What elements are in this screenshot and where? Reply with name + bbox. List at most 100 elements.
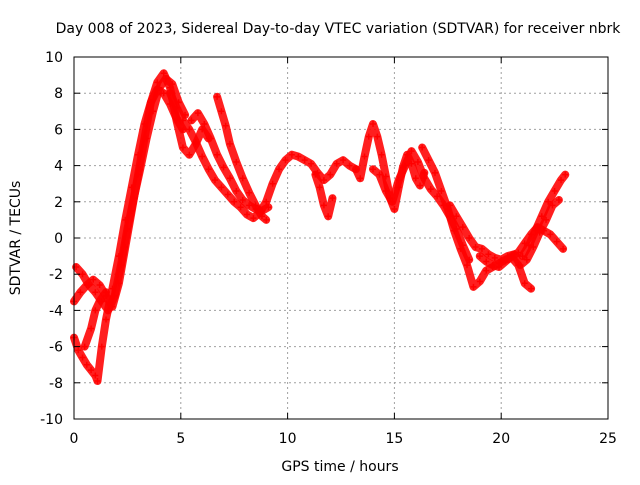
data-point-marker [523,256,530,263]
data-point-marker [150,108,157,115]
data-point-marker [263,216,270,223]
data-point-marker [231,198,238,205]
x-axis-label: GPS time / hours [281,459,398,475]
data-point-marker [421,175,428,182]
series-line [72,74,190,315]
data-point-marker [75,347,82,354]
x-tick-label: 15 [385,431,403,447]
data-point-marker [233,158,240,165]
y-tick-label: -4 [49,303,63,319]
x-tick-label: 5 [176,431,185,447]
y-tick-label: -2 [49,267,63,283]
data-point-marker [308,160,315,167]
data-point-marker [226,140,233,147]
data-point-marker [346,162,353,169]
data-point-marker [470,283,477,290]
data-point-marker [269,180,276,187]
data-point-marker [476,278,483,285]
data-point-marker [545,198,552,205]
x-tick-label: 10 [279,431,297,447]
x-tick-label: 25 [599,431,617,447]
series-satellite-track-3 [72,74,190,315]
data-point-marker [538,213,545,220]
data-point-marker [81,343,88,350]
data-point-marker [525,242,532,249]
data-point-marker [485,251,492,258]
series-satellite-track-11 [418,143,536,293]
data-point-marker [233,187,240,194]
data-point-marker [214,93,221,100]
data-point-marker [408,148,415,155]
y-tick-label: 8 [54,86,63,102]
data-point-marker [521,280,528,287]
data-point-marker [419,144,426,151]
data-point-marker [143,135,150,142]
data-point-marker [466,235,473,241]
data-point-marker [77,289,84,296]
data-point-marker [179,144,186,151]
y-tick-label: 4 [54,159,63,175]
data-point-marker [92,372,99,379]
data-point-marker [395,177,402,184]
data-point-marker [239,196,246,203]
data-point-marker [382,187,389,194]
data-series [70,69,570,385]
data-point-marker [201,120,208,127]
data-point-marker [320,177,327,184]
data-point-marker [90,276,97,283]
data-point-marker [218,184,225,191]
data-point-marker [179,117,186,124]
data-point-marker [389,198,396,205]
data-point-marker [276,166,283,173]
data-point-marker [476,253,483,260]
data-point-marker [214,151,221,158]
data-point-marker [391,206,398,213]
data-point-marker [532,227,539,234]
data-point-marker [496,263,503,270]
data-point-marker [162,75,169,82]
data-point-marker [457,245,464,252]
data-point-marker [414,158,421,165]
data-point-marker [218,108,225,115]
data-point-marker [483,258,490,265]
data-point-marker [79,271,86,278]
data-point-marker [88,325,95,332]
data-point-marker [98,343,105,350]
data-point-marker [169,81,176,88]
data-point-marker [111,292,118,299]
data-point-marker [258,213,265,220]
data-point-marker [83,361,90,368]
data-point-marker [79,354,86,361]
data-point-marker [246,189,253,196]
data-point-marker [446,202,453,209]
data-point-marker [94,377,101,384]
data-point-marker [124,225,131,232]
data-point-marker [103,316,110,323]
data-point-marker [412,175,419,182]
y-tick-label: 10 [45,50,63,66]
data-point-marker [325,213,332,220]
data-point-marker [103,289,110,296]
data-point-marker [252,202,259,209]
data-point-marker [329,195,336,202]
data-point-marker [378,151,385,158]
data-point-marker [92,289,99,296]
data-point-marker [551,187,558,194]
data-point-marker [352,166,359,173]
data-point-marker [483,267,490,274]
data-point-marker [489,262,496,269]
y-tick-label: -6 [49,340,63,356]
data-point-marker [327,171,334,178]
data-point-marker [237,204,244,211]
data-point-marker [312,171,319,178]
data-point-marker [192,139,199,146]
data-point-marker [316,184,323,191]
y-tick-label: -10 [40,412,63,428]
data-point-marker [431,169,438,176]
data-point-marker [519,253,526,260]
axis-ticks: 0 5 10 15 20 25 -10 -8 -6 -4 -2 0 2 4 6 8 10 [40,50,617,447]
data-point-marker [137,166,144,173]
data-point-marker [340,157,347,164]
data-point-marker [528,285,535,292]
